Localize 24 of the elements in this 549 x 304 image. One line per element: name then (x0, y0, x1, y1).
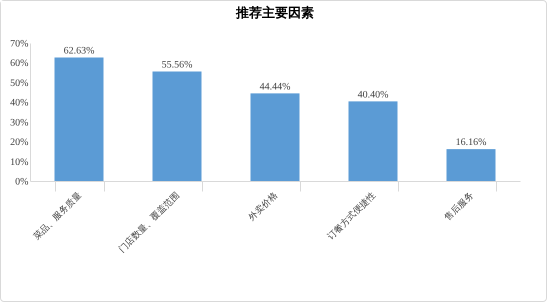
bar (348, 101, 398, 181)
bar (152, 71, 202, 181)
x-tick-label: 外卖价格 (246, 190, 280, 222)
y-tick-label: 40% (10, 98, 28, 109)
y-tick-label: 70% (10, 38, 28, 50)
x-tick-label: 菜品、服务质量 (31, 190, 84, 242)
x-tick-label: 订餐方式便捷性 (325, 190, 378, 242)
y-tick-label: 60% (10, 58, 28, 70)
y-tick-label: 10% (10, 156, 28, 168)
y-tick-label: 20% (10, 137, 28, 148)
bar (446, 149, 496, 181)
data-label: 16.16% (456, 137, 486, 148)
y-tick-label: 0% (15, 176, 28, 188)
bar (54, 58, 104, 181)
chart-title: 推荐主要因素 (235, 5, 314, 20)
data-label: 62.63% (64, 46, 94, 57)
y-tick-label: 30% (10, 117, 28, 128)
data-label: 40.40% (358, 89, 388, 100)
data-label: 44.44% (260, 81, 290, 92)
data-label: 55.56% (162, 59, 192, 70)
x-tick-label: 售后服务 (442, 190, 476, 222)
y-tick-label: 50% (10, 78, 28, 89)
bar (250, 93, 300, 181)
x-tick-label: 门店数量、覆盖范围 (116, 190, 182, 254)
